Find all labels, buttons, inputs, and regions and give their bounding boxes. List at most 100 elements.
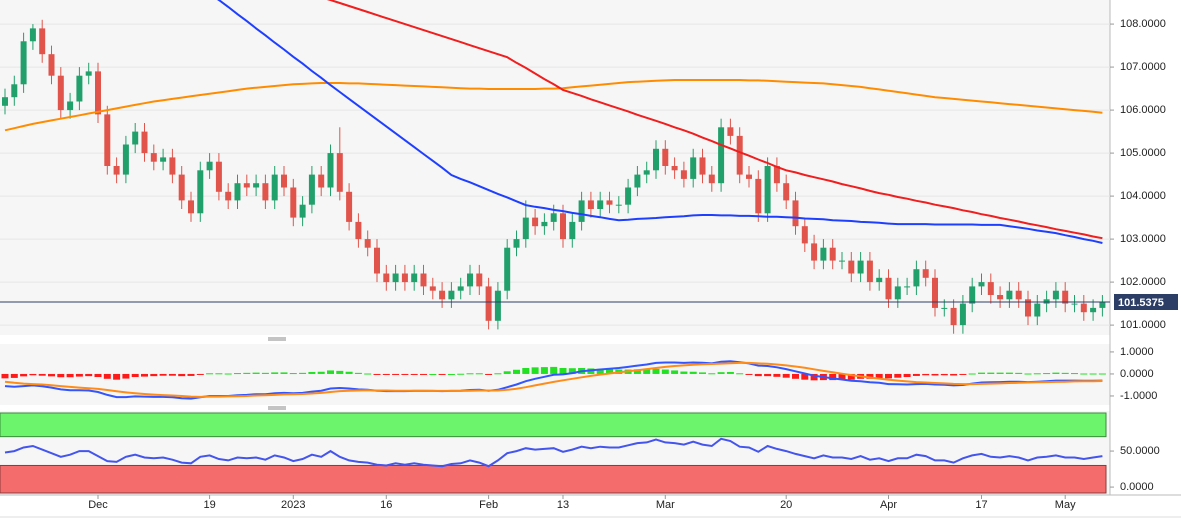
macd-histogram-bar (94, 373, 102, 378)
macd-histogram-bar (29, 373, 37, 376)
candle-body (783, 183, 790, 201)
candle-body (467, 273, 473, 287)
macd-histogram-bar (20, 373, 28, 377)
candle-body (1071, 303, 1078, 305)
macd-histogram-bar (243, 372, 251, 374)
candle-body (1080, 303, 1087, 313)
candle-body (141, 131, 148, 154)
macd-histogram-bar (420, 373, 427, 375)
x-tick-label: May (1055, 499, 1076, 511)
macd-histogram-bar (1052, 372, 1060, 374)
macd-histogram-bar (922, 373, 930, 376)
candle-body (383, 273, 390, 283)
candle-body (532, 217, 539, 227)
candle-body (1052, 290, 1059, 300)
candle-body (457, 286, 464, 291)
macd-histogram-bar (773, 373, 781, 377)
candle-body (913, 269, 920, 287)
price-label-box (1114, 293, 1178, 310)
candle-body (215, 161, 222, 192)
candle-body (950, 307, 957, 326)
candle-body (364, 239, 371, 248)
macd-histogram-bar (689, 371, 697, 374)
macd-histogram-bar (606, 369, 613, 374)
candle-body (941, 307, 948, 309)
macd-histogram-bar (196, 373, 204, 375)
candle-body (820, 247, 827, 261)
y-tick-label: 105.0000 (1120, 147, 1166, 159)
candle-body (1006, 290, 1013, 300)
y-tick-label: 0.0000 (1120, 368, 1154, 380)
price-plot (0, 0, 1110, 334)
candle-body (197, 170, 204, 214)
macd-histogram-bar (364, 373, 372, 375)
candle-body (95, 71, 101, 115)
macd-histogram-bar (782, 373, 790, 378)
macd-histogram-bar (1061, 372, 1069, 374)
macd-histogram-bar (885, 373, 892, 379)
indicator-line (4, 360, 1103, 400)
macd-histogram-bar (903, 373, 911, 378)
macd-histogram-bar (336, 370, 344, 374)
candle-body (308, 174, 315, 205)
macd-histogram-bar (950, 373, 958, 376)
candle-body (904, 286, 911, 288)
candle-body (178, 174, 185, 201)
macd-histogram-bar (410, 373, 418, 375)
candle-body (336, 153, 343, 192)
candle-body (755, 178, 762, 214)
candle-body (718, 127, 725, 184)
indicator-line (4, 361, 1103, 398)
candle-body (959, 303, 966, 326)
candle-body (318, 174, 325, 188)
candle-body (206, 161, 213, 171)
macd-histogram-bar (168, 373, 176, 376)
candle-body (634, 174, 641, 188)
panel-resize-handle[interactable] (268, 337, 286, 341)
macd-histogram-bar (280, 372, 288, 374)
panel-resize-handle[interactable] (268, 406, 286, 410)
macd-histogram-bar (299, 372, 307, 374)
macd-histogram-bar (559, 368, 567, 374)
macd-histogram-bar (113, 373, 121, 380)
price-panel (0, 0, 1110, 335)
macd-histogram-bar (485, 373, 493, 375)
y-tick-label: 106.0000 (1120, 104, 1166, 116)
candle-body (225, 191, 232, 201)
macd-histogram-bar (1089, 373, 1097, 375)
y-tick-label: 0.0000 (1120, 481, 1154, 493)
candle-body (522, 217, 529, 240)
macd-histogram-bar (131, 373, 139, 378)
macd-histogram-bar (159, 373, 167, 376)
x-tick-label: 2023 (281, 499, 305, 511)
candle-body (29, 28, 36, 42)
macd-histogram-bar (875, 373, 883, 379)
macd-histogram-bar (550, 366, 558, 374)
macd-histogram-bar (643, 369, 651, 374)
macd-histogram-bar (894, 373, 902, 378)
x-tick-label: 16 (380, 499, 392, 511)
macd-histogram-bar (792, 373, 799, 379)
candle-body (680, 170, 687, 179)
candle-body (615, 204, 622, 206)
macd-histogram-bar (475, 373, 483, 375)
macd-histogram-bar (215, 373, 223, 375)
macd-histogram-bar (141, 373, 148, 377)
macd-histogram-bar (234, 373, 241, 375)
macd-histogram-bar (968, 373, 976, 375)
macd-histogram-bar (829, 373, 837, 381)
x-tick-label: 20 (780, 499, 792, 511)
macd-histogram-bar (987, 372, 995, 374)
candle-body (569, 221, 576, 240)
candle-body (922, 269, 929, 278)
macd-histogram-bar (680, 371, 688, 374)
candle-body (243, 183, 250, 188)
macd-histogram-bar (912, 373, 920, 376)
macd-histogram-bar (187, 373, 195, 376)
candle-body (773, 165, 780, 184)
indicator-line (217, 0, 1103, 244)
candle-body (997, 295, 1004, 300)
candle-body (234, 183, 241, 201)
indicator-line (4, 437, 1103, 468)
